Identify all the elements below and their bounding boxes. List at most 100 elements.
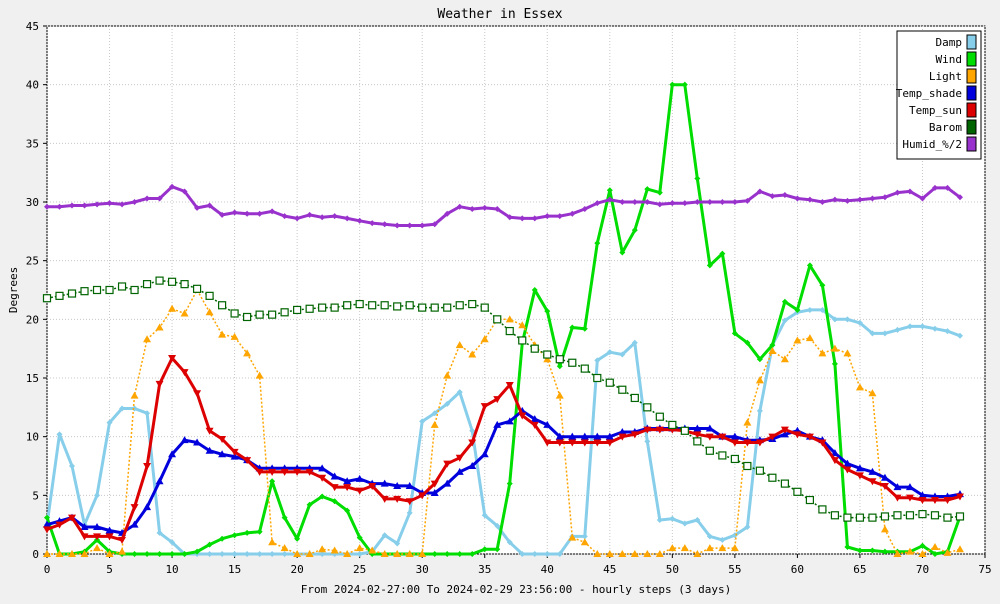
data-point-humid-2	[269, 208, 276, 215]
x-tick-label: 40	[541, 563, 554, 576]
data-point-light	[793, 336, 802, 344]
data-point-humid-2	[44, 203, 50, 210]
data-point-barom	[655, 412, 664, 421]
data-point-damp	[894, 326, 901, 333]
data-point-humid-2	[294, 215, 301, 222]
data-point-temp-sun	[55, 521, 64, 529]
data-point-light	[630, 550, 639, 557]
data-point-temp-sun	[780, 426, 789, 434]
data-point-humid-2	[156, 195, 163, 202]
data-point-barom	[430, 303, 439, 312]
data-point-light	[455, 341, 464, 349]
data-point-wind	[781, 298, 788, 305]
data-point-light	[430, 420, 439, 428]
data-point-temp-shade	[868, 467, 877, 475]
data-point-humid-2	[394, 222, 401, 229]
data-point-damp	[156, 529, 163, 536]
data-point-barom	[455, 301, 464, 310]
data-point-humid-2	[69, 202, 76, 209]
data-point-damp	[631, 339, 638, 346]
data-point-barom	[768, 473, 777, 482]
data-point-light	[555, 391, 564, 399]
data-point-barom	[243, 312, 252, 322]
x-tick-label: 50	[666, 563, 679, 576]
data-point-damp	[581, 533, 588, 540]
data-point-light	[730, 544, 739, 552]
series-barom	[42, 276, 965, 522]
data-point-humid-2	[256, 210, 263, 217]
data-point-wind	[769, 342, 776, 349]
data-point-wind	[206, 541, 213, 548]
data-point-barom	[543, 350, 552, 359]
data-point-wind	[619, 249, 626, 256]
data-point-barom	[930, 511, 940, 520]
series-humid-2	[44, 183, 963, 229]
data-point-light	[168, 304, 177, 312]
data-point-temp-sun	[818, 439, 827, 447]
data-point-damp	[869, 330, 876, 337]
data-point-humid-2	[281, 213, 288, 220]
legend-swatch-damp	[966, 34, 977, 50]
data-point-humid-2	[169, 183, 176, 190]
data-point-humid-2	[906, 188, 913, 195]
data-point-humid-2	[81, 202, 88, 209]
data-point-light	[505, 315, 514, 323]
data-point-damp	[756, 407, 763, 414]
data-point-light	[205, 308, 214, 316]
data-point-damp	[319, 551, 326, 557]
data-point-temp-shade	[480, 450, 489, 458]
data-point-barom	[568, 358, 577, 367]
data-point-barom	[280, 308, 289, 317]
data-point-barom	[205, 291, 214, 300]
data-point-humid-2	[819, 199, 826, 205]
x-tick-label: 25	[353, 563, 366, 576]
data-point-humid-2	[744, 197, 751, 204]
data-point-humid-2	[319, 214, 326, 221]
data-point-light	[293, 550, 302, 557]
data-point-humid-2	[931, 184, 938, 191]
data-point-wind	[844, 543, 851, 550]
data-point-temp-sun	[405, 498, 414, 506]
legend-swatch-barom	[966, 119, 977, 135]
data-point-humid-2	[56, 203, 63, 210]
data-point-temp-sun	[230, 448, 239, 456]
data-point-humid-2	[694, 199, 701, 205]
x-tick-label: 65	[853, 563, 866, 576]
data-point-damp	[594, 357, 601, 364]
data-point-wind	[256, 528, 263, 535]
data-point-humid-2	[806, 196, 813, 203]
data-point-wind	[919, 542, 926, 549]
data-point-humid-2	[444, 210, 451, 217]
data-point-temp-sun	[930, 497, 939, 505]
data-point-temp-sun	[568, 439, 577, 447]
data-point-barom	[443, 303, 452, 312]
data-point-light	[318, 545, 327, 553]
data-point-wind	[831, 360, 838, 367]
data-point-light	[218, 330, 227, 338]
data-point-barom	[668, 420, 677, 430]
data-point-light	[768, 347, 777, 355]
data-point-humid-2	[469, 206, 476, 213]
data-point-temp-shade	[830, 449, 839, 457]
data-point-damp	[956, 332, 963, 339]
data-point-wind	[156, 551, 163, 557]
data-point-barom	[330, 303, 339, 312]
data-point-humid-2	[644, 199, 651, 205]
data-point-light	[443, 371, 452, 379]
data-point-barom	[943, 513, 952, 522]
data-point-temp-sun	[955, 493, 964, 501]
data-point-temp-shade	[143, 503, 152, 511]
data-point-temp-shade	[218, 450, 227, 458]
data-point-light	[805, 334, 814, 342]
data-point-wind	[294, 535, 301, 542]
data-point-light	[280, 544, 289, 552]
data-point-humid-2	[606, 196, 613, 203]
data-point-light	[93, 544, 102, 552]
data-point-temp-sun	[318, 474, 327, 482]
data-point-barom	[505, 326, 514, 336]
data-point-wind	[131, 551, 138, 557]
legend-swatch-wind	[966, 51, 977, 67]
data-point-barom	[743, 461, 752, 471]
data-point-temp-sun	[855, 472, 864, 480]
